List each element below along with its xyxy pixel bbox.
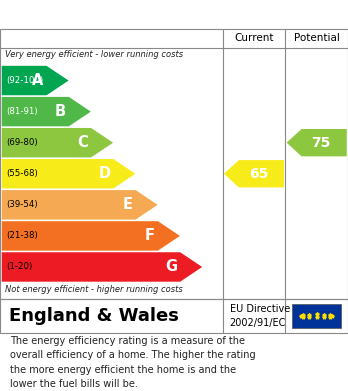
Text: G: G [165,260,177,274]
Text: The energy efficiency rating is a measure of the
overall efficiency of a home. T: The energy efficiency rating is a measur… [10,336,256,389]
Polygon shape [2,159,135,188]
Polygon shape [2,128,113,158]
Text: 65: 65 [249,167,268,181]
Text: (55-68): (55-68) [6,169,38,178]
Text: England & Wales: England & Wales [9,307,179,325]
Text: Current: Current [234,33,274,43]
Text: 75: 75 [311,136,331,150]
Bar [292,304,341,328]
Polygon shape [2,252,202,282]
Text: (92-100): (92-100) [6,76,43,85]
Text: (39-54): (39-54) [6,200,38,209]
Text: Not energy efficient - higher running costs: Not energy efficient - higher running co… [5,285,183,294]
Text: C: C [78,135,88,150]
Text: Very energy efficient - lower running costs: Very energy efficient - lower running co… [5,50,183,59]
Text: (69-80): (69-80) [6,138,38,147]
Polygon shape [2,190,158,220]
Text: E: E [123,197,133,212]
Text: Energy Efficiency Rating: Energy Efficiency Rating [9,7,219,22]
Polygon shape [224,160,284,187]
Text: (1-20): (1-20) [6,262,32,271]
Text: EU Directive
2002/91/EC: EU Directive 2002/91/EC [230,304,290,328]
Polygon shape [2,66,69,95]
Polygon shape [2,221,180,251]
Text: (21-38): (21-38) [6,231,38,240]
Text: A: A [32,73,44,88]
Text: D: D [98,166,111,181]
Text: (81-91): (81-91) [6,107,38,116]
Text: F: F [145,228,155,244]
Polygon shape [2,97,91,126]
Text: B: B [55,104,66,119]
Text: Potential: Potential [294,33,340,43]
Polygon shape [287,129,347,156]
